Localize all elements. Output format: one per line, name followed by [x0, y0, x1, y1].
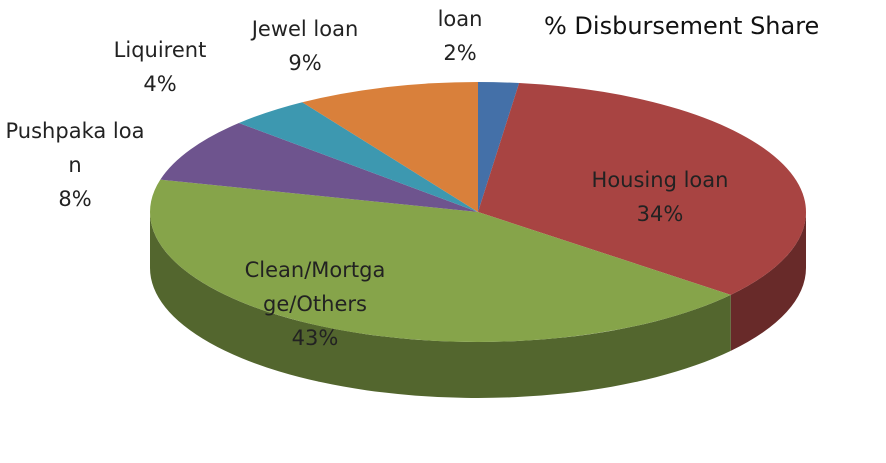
slice [238, 102, 478, 212]
category-label: Liquirent [113, 38, 207, 62]
value-label: 9% [288, 51, 322, 75]
value-label: 8% [58, 187, 92, 211]
category-label: Jewel loan [251, 17, 359, 41]
category-label: loan [437, 7, 483, 31]
value-label: 43% [291, 326, 339, 350]
slice [478, 82, 520, 212]
value-label: 2% [443, 41, 477, 65]
slice-label: Liquirent 4% [100, 33, 220, 101]
pie-sides [150, 212, 806, 398]
slice [478, 83, 806, 295]
slice-label: Jewel loan 9% [235, 12, 375, 80]
slice [160, 123, 478, 212]
slice [150, 179, 731, 342]
slice-label: Housing loan 34% [550, 163, 770, 231]
category-label: Housing loan [591, 168, 729, 192]
slice-side [730, 212, 806, 351]
slice-label: Pushpaka loan 8% [5, 114, 145, 216]
slice-label: Clean/Mortgage/Others 43% [240, 253, 390, 355]
value-label: 4% [143, 72, 177, 96]
category-label: Pushpaka loan [5, 119, 145, 177]
slice [302, 82, 478, 212]
slice-side [150, 212, 731, 398]
category-label: Clean/Mortgage/Others [244, 258, 386, 316]
slice-label: loan 2% [430, 2, 490, 70]
value-label: 34% [636, 202, 684, 226]
chart-title: % Disbursement Share [544, 12, 820, 40]
